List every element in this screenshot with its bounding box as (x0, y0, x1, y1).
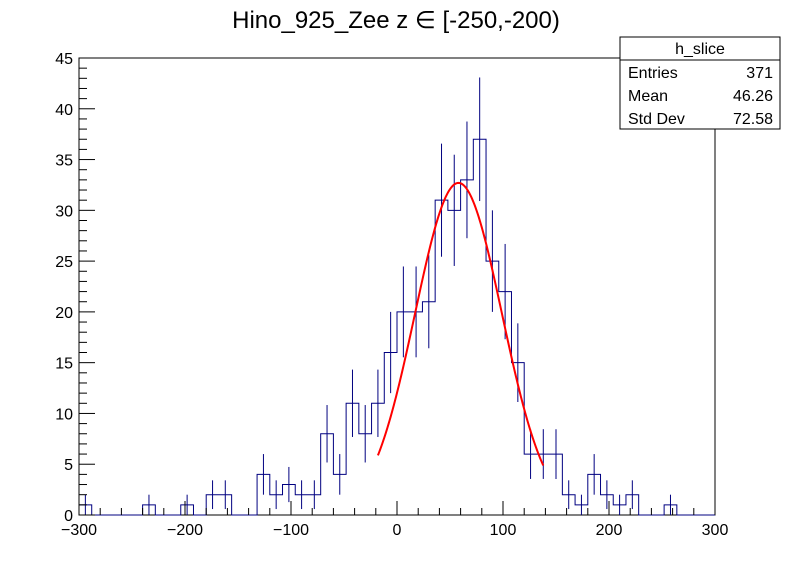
y-tick-label: 15 (55, 356, 73, 373)
y-tick-label: 45 (55, 51, 73, 68)
y-tick-label: 35 (55, 153, 73, 170)
x-tick-label: 200 (596, 522, 623, 539)
chart-title: Hino_925_Zee z ∈ [-250,-200) (232, 7, 560, 34)
y-tick-label: 40 (55, 102, 73, 119)
stats-stddev-label: Std Dev (628, 111, 685, 128)
x-tick-label: 300 (702, 522, 729, 539)
stats-mean-label: Mean (628, 88, 668, 105)
error-bars (84, 77, 671, 515)
gaussian-fit-curve (376, 181, 545, 466)
stats-entries-value: 371 (746, 65, 773, 82)
x-tick-label: −100 (273, 522, 309, 539)
stats-box: h_slice Entries 371 Mean 46.26 Std Dev 7… (619, 36, 781, 130)
stats-mean-value: 46.26 (733, 88, 773, 105)
y-tick-label: 10 (55, 406, 73, 423)
stats-box-frame (619, 36, 781, 130)
axes: −300 −200 −100 0 100 200 300 0 5 10 15 20 25 30 35 40 45 (55, 51, 728, 539)
x-tick-label: 0 (393, 522, 402, 539)
y-tick-label: 5 (64, 457, 73, 474)
histogram-outline (79, 138, 715, 516)
x-tick-label: −300 (61, 522, 97, 539)
y-tick-label: 20 (55, 305, 73, 322)
y-tick-label: 25 (55, 254, 73, 271)
x-tick-label: −200 (167, 522, 203, 539)
x-tick-label: 100 (490, 522, 517, 539)
stats-stddev-value: 72.58 (733, 111, 773, 128)
stats-entries-label: Entries (628, 65, 678, 82)
stats-box-title: h_slice (675, 41, 725, 58)
y-tick-label: 30 (55, 203, 73, 220)
y-tick-label: 0 (64, 508, 73, 525)
